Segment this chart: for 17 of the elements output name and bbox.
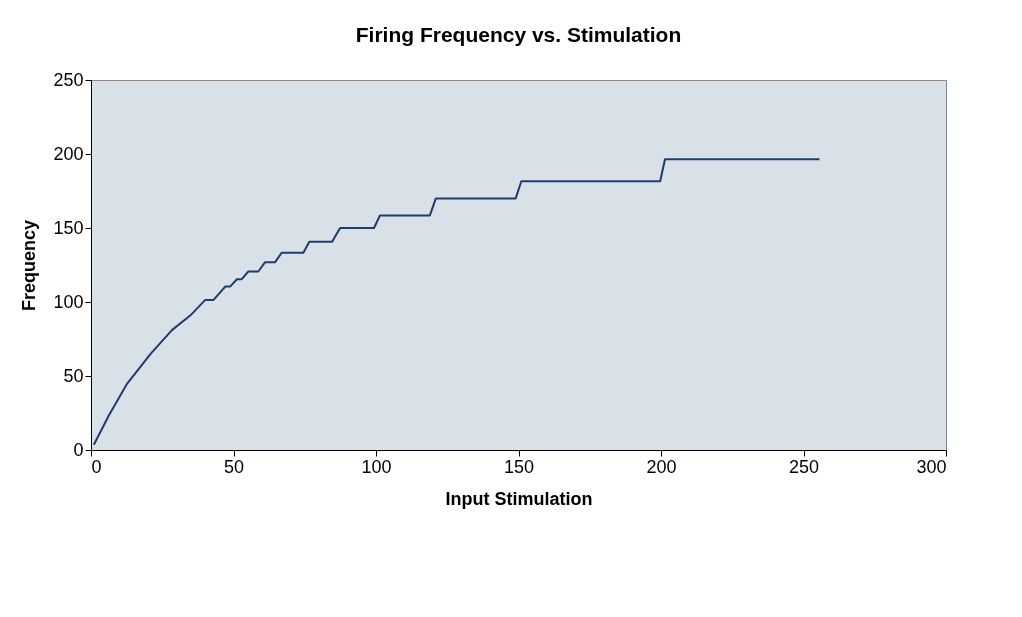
y-axis-title: Frequency — [19, 219, 40, 312]
x-tick-label: 50 — [223, 456, 245, 477]
x-axis-title: Input Stimulation — [445, 488, 593, 509]
y-tick-label: 50 — [63, 365, 84, 386]
y-tick-label: 250 — [53, 69, 84, 90]
x-tick-label: 150 — [503, 456, 535, 477]
x-tick-label: 250 — [788, 456, 820, 477]
x-tick-label: 100 — [361, 456, 392, 477]
y-tick-label: 150 — [53, 217, 84, 238]
x-tick-label: 200 — [646, 456, 677, 477]
chart-title: Firing Frequency vs. Stimulation — [355, 23, 682, 46]
y-tick-label: 0 — [73, 439, 84, 460]
y-tick-label: 200 — [53, 143, 84, 164]
line-series — [92, 158, 821, 446]
y-tick-label: 100 — [53, 291, 84, 312]
x-tick-label: 300 — [916, 456, 947, 477]
x-tick-label: 0 — [91, 456, 102, 477]
